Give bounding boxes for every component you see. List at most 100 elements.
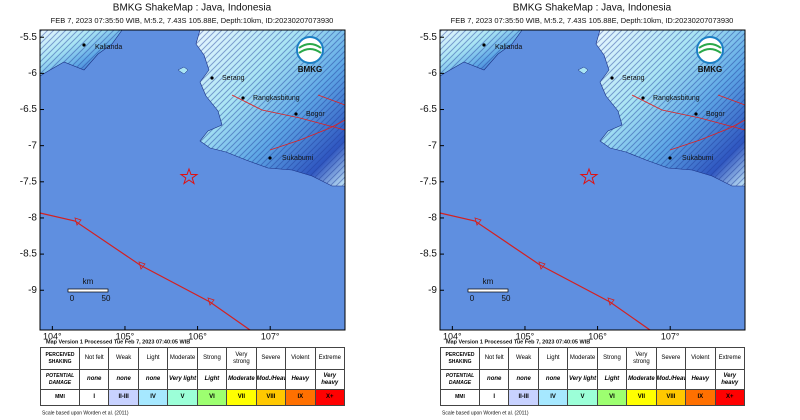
damage-cell: Very light <box>567 369 598 390</box>
shaking-cell: Not felt <box>478 347 510 370</box>
y-tick-label: -5.5 <box>420 32 438 43</box>
mmi-row: MMI I II-III IV V VI VII VIII IX X+ <box>40 389 345 406</box>
fault-line <box>317 94 346 106</box>
shaking-cell: Violent <box>285 347 316 370</box>
version-note: Map Version 1 Processed Tue Feb 7, 2023 … <box>446 339 590 345</box>
scale-label: 0 <box>70 294 75 303</box>
shaking-cell: Violent <box>685 347 716 370</box>
x-tick-label: 107° <box>661 331 680 341</box>
shaking-cell: Strong <box>596 347 628 370</box>
row-header: POTENTIAL DAMAGE <box>40 369 80 390</box>
shaking-cell: Extreme <box>714 347 745 370</box>
shaking-cell: Light <box>537 347 569 370</box>
intensity-legend: PERCEIVED SHAKING Not felt Weak Light Modera… <box>40 347 345 406</box>
shaking-cell: Severe <box>255 347 287 370</box>
map-frame <box>439 29 746 331</box>
version-note: Map Version 1 Processed Tue Feb 7, 2023 … <box>46 339 190 345</box>
shaking-row: PERCEIVED SHAKING Not felt Weak Light Modera… <box>440 347 745 370</box>
shaking-cell: Moderate <box>567 347 598 370</box>
city-label: Rangkasbitung <box>253 95 300 102</box>
mmi-cell: X+ <box>714 389 745 406</box>
city-dot <box>241 96 245 100</box>
city-dot <box>210 76 214 80</box>
epicenter-star <box>579 167 599 185</box>
fault-line <box>631 94 746 131</box>
trench-tooth <box>538 261 546 270</box>
damage-cell: Light <box>196 369 228 390</box>
scale-label: 50 <box>102 294 111 303</box>
trench-tooth <box>74 217 82 226</box>
shaking-cell: Severe <box>655 347 687 370</box>
damage-cell: none <box>537 369 569 390</box>
scale-bar <box>467 288 509 293</box>
city-dot <box>294 112 298 116</box>
logo-text: BMKG <box>698 65 722 74</box>
footnote: Scale based upon Worden et al. (2011) <box>42 410 129 416</box>
mmi-cell: IV <box>137 389 169 406</box>
city-dot <box>482 43 486 47</box>
map-subtitle: FEB 7, 2023 07:35:50 WIB, M:5.2, 7.43S 1… <box>51 16 334 25</box>
fault-line <box>669 119 746 151</box>
map-title: BMKG ShakeMap : Java, Indonesia <box>113 3 272 14</box>
scale-bar <box>67 288 109 293</box>
city-label: Serang <box>622 75 645 82</box>
scale-unit: km <box>483 277 494 286</box>
land-texture <box>596 30 745 186</box>
logo-wave <box>698 43 722 54</box>
y-tick-label: -8.5 <box>420 249 438 260</box>
city-label: Serang <box>222 75 245 82</box>
shaking-cell: Weak <box>508 347 539 370</box>
shakemap-panel: BMKG ShakeMap : Java, Indonesia FEB 7, 20… <box>420 3 746 416</box>
city-label: Kalianda <box>95 44 122 51</box>
trench-tooth <box>138 261 146 270</box>
y-tick-label: -6.5 <box>420 104 438 115</box>
y-tick-label: -6 <box>428 68 437 79</box>
shaking-cell: Not felt <box>78 347 110 370</box>
row-header: PERCEIVED SHAKING <box>40 347 80 370</box>
logo-wave <box>298 43 322 54</box>
island <box>177 66 189 75</box>
shaking-cell: Very strong <box>626 347 657 370</box>
damage-cell: Light <box>596 369 628 390</box>
x-tick-label: 106° <box>188 331 207 341</box>
map-frame <box>39 29 346 331</box>
city-dot <box>641 96 645 100</box>
shakemap-panel: BMKG ShakeMap : Java, Indonesia FEB 7, 20… <box>20 3 346 416</box>
row-header: POTENTIAL DAMAGE <box>440 369 480 390</box>
land-texture <box>40 30 122 76</box>
damage-cell: Moderate <box>626 369 657 390</box>
damage-cell: Very heavy <box>714 369 745 390</box>
fault-line <box>231 94 346 131</box>
fault-line <box>269 119 346 151</box>
mmi-cell: IV <box>537 389 569 406</box>
row-header: MMI <box>440 389 480 406</box>
mmi-cell: VIII <box>655 389 687 406</box>
row-header: MMI <box>40 389 80 406</box>
epicenter-star <box>179 167 199 185</box>
y-tick-label: -9 <box>28 285 37 296</box>
damage-cell: none <box>478 369 510 390</box>
city-label: Rangkasbitung <box>653 95 700 102</box>
mmi-cell: VII <box>626 389 657 406</box>
y-tick-label: -6 <box>28 68 37 79</box>
mmi-cell: VII <box>226 389 257 406</box>
y-tick-label: -7.5 <box>20 176 38 187</box>
city-label: Kalianda <box>495 44 522 51</box>
city-dot <box>694 112 698 116</box>
row-header: PERCEIVED SHAKING <box>440 347 480 370</box>
shaking-cell: Strong <box>196 347 228 370</box>
shaking-row: PERCEIVED SHAKING Not felt Weak Light Modera… <box>40 347 345 370</box>
damage-cell: Very heavy <box>314 369 345 390</box>
damage-row: POTENTIAL DAMAGE none none none Very light Li… <box>40 369 345 390</box>
land-texture <box>440 30 522 76</box>
mmi-cell: I <box>78 389 110 406</box>
y-tick-label: -7 <box>428 140 437 151</box>
y-tick-label: -5.5 <box>20 32 38 43</box>
y-tick-label: -9 <box>428 285 437 296</box>
city-dot <box>610 76 614 80</box>
mmi-cell: V <box>567 389 598 406</box>
trench-tooth <box>474 217 482 226</box>
mmi-cell: X+ <box>314 389 345 406</box>
